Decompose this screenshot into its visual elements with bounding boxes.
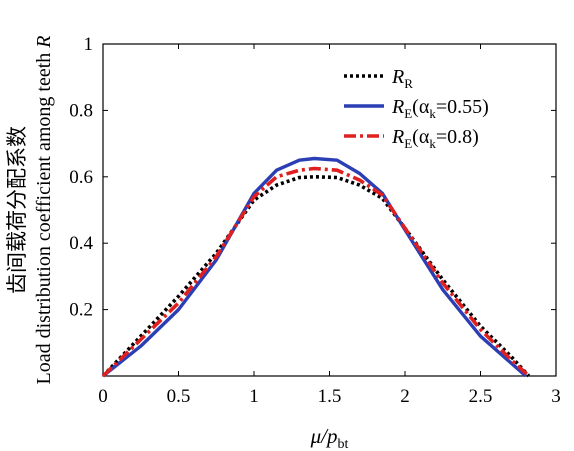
axis-labels: μ/pbt 齿间载荷分配系数 Load distribution coefficie… (5, 36, 349, 451)
x-axis-label: μ/pbt (310, 424, 349, 451)
series-line (101, 166, 531, 378)
series-line (101, 156, 527, 378)
legend: RR RE(αk=0.55) RE(αk=0.8) (344, 66, 489, 151)
series-line (101, 175, 531, 378)
x-tick-label: 2 (400, 386, 410, 407)
x-tick-label: 1.5 (318, 386, 342, 407)
y-axis-label-cn: 齿间载荷分配系数 (5, 126, 29, 294)
y-tick-label: 0.4 (69, 233, 93, 254)
legend-label: RR (391, 66, 413, 91)
series-group (101, 156, 531, 378)
y-tick-label: 0.6 (69, 167, 93, 188)
x-tick-label: 1 (249, 386, 259, 407)
y-tick-label: 0.8 (69, 100, 93, 121)
x-tick-label: 0.5 (167, 386, 191, 407)
y-tick-label: 0.2 (69, 300, 93, 321)
x-tick-label: 0 (98, 386, 108, 407)
x-tick-label: 3 (551, 386, 561, 407)
y-tick-label: 1 (84, 34, 94, 55)
x-tick-label: 2.5 (469, 386, 493, 407)
axes: 0 0.5 1 1.5 2 2.5 3 0.2 0.4 0.6 0.8 1 (69, 34, 561, 407)
plot-frame (102, 43, 557, 377)
y-axis-label-en: Load distribution coefficient among teet… (33, 36, 55, 385)
legend-label: RE(αk=0.8) (391, 126, 479, 151)
legend-label: RE(αk=0.55) (391, 96, 489, 121)
